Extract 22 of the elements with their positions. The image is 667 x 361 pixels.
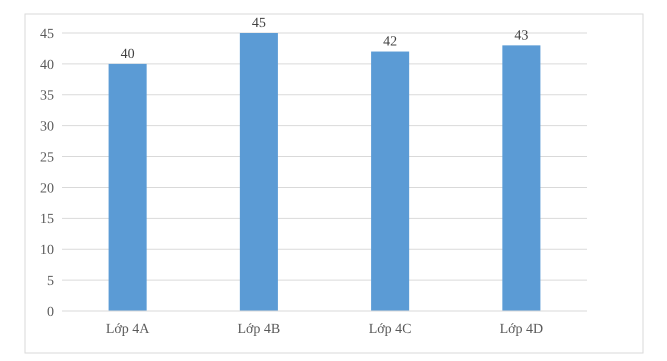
y-tick-label: 45 [40, 26, 54, 42]
y-tick-label: 30 [40, 120, 54, 135]
y-tick-label: 0 [47, 304, 54, 320]
bar [108, 64, 147, 311]
y-tick-label: 20 [40, 181, 54, 196]
data-label: 43 [514, 28, 528, 44]
data-label: 40 [120, 46, 135, 62]
y-tick-label: 5 [47, 274, 54, 290]
data-label: 42 [383, 34, 398, 50]
x-tick-label: Lớp 4B [237, 322, 280, 337]
y-tick-label: 35 [40, 88, 54, 104]
x-tick-label: Lớp 4C [368, 322, 412, 337]
y-tick-label: 10 [40, 243, 54, 258]
bar [371, 52, 410, 311]
y-tick-label: 15 [40, 212, 54, 228]
y-tick-label: 25 [40, 150, 54, 166]
y-tick-label: 40 [40, 58, 54, 73]
x-tick-label: Lớp 4D [500, 322, 544, 337]
data-label: 45 [252, 16, 266, 31]
bar [502, 45, 540, 311]
x-tick-label: Lớp 4A [106, 322, 150, 337]
bar [240, 33, 278, 311]
